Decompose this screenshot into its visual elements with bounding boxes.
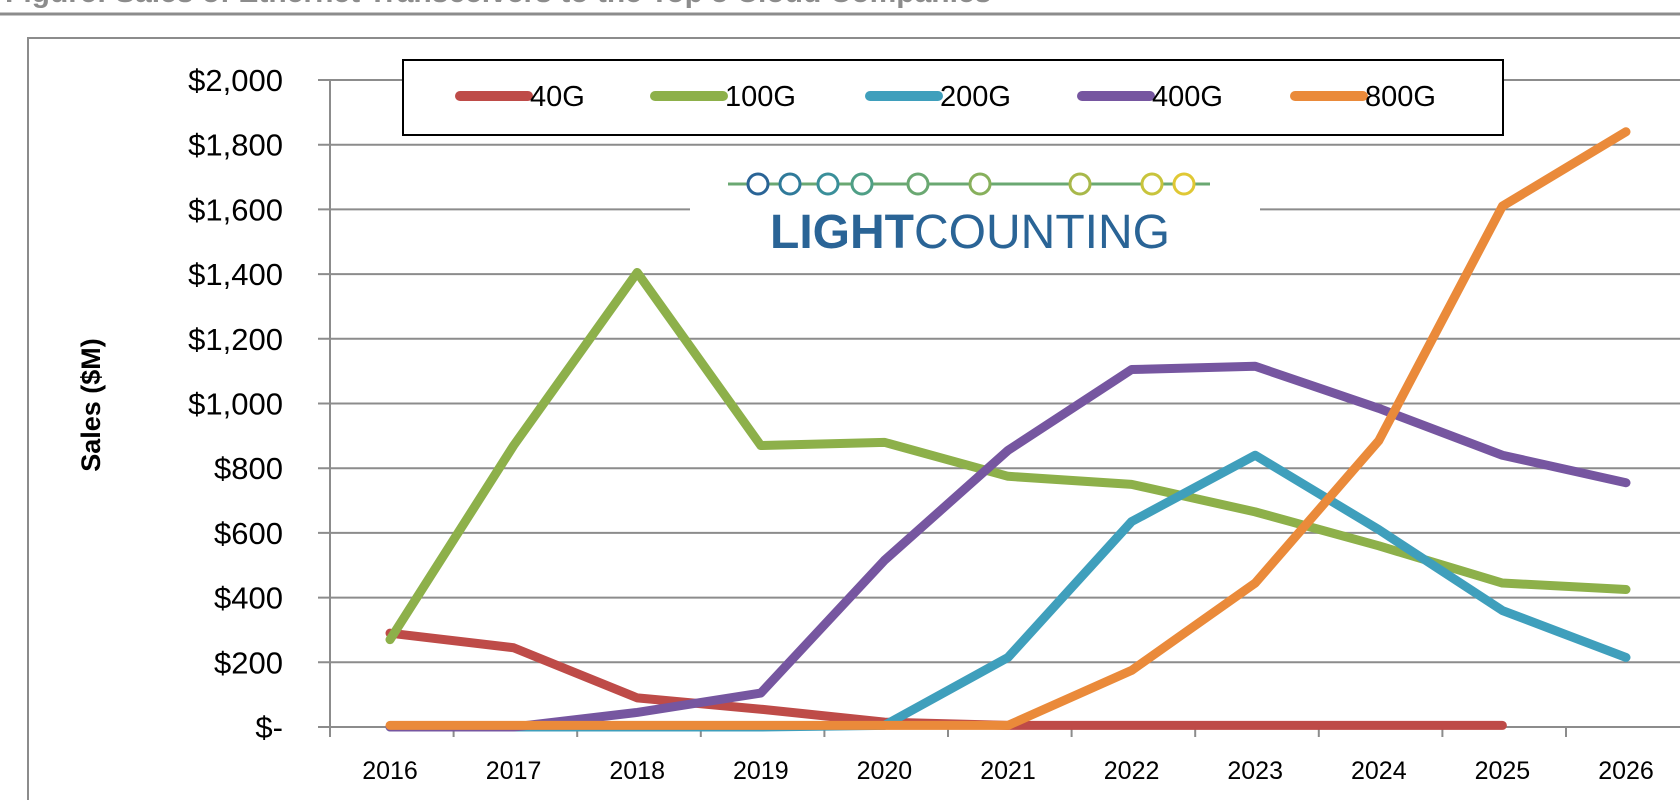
legend-item-200G: 200G xyxy=(865,81,1011,113)
y-axis-tick-labels: $- $200 $400 $600 $800 $1,000 $1,200 $1,400 $1,6… xyxy=(188,63,283,745)
x-tick-label: 2018 xyxy=(609,757,665,785)
series-lines xyxy=(385,127,1631,732)
lightcounting-logo: LIGHTCOUNTING xyxy=(690,168,1260,260)
logo-text: LIGHTCOUNTING xyxy=(770,206,1170,259)
y-tick-label: $800 xyxy=(214,451,283,486)
legend-label: 100G xyxy=(725,81,796,113)
x-tick-label: 2025 xyxy=(1475,757,1531,785)
y-axis-title: Sales ($M) xyxy=(76,338,106,472)
legend-item-100G: 100G xyxy=(650,81,796,113)
legend-item-400G: 400G xyxy=(1077,81,1223,113)
x-tick-label: 2023 xyxy=(1227,757,1283,785)
x-tick-label: 2026 xyxy=(1598,757,1654,785)
y-tick-label: $400 xyxy=(214,581,283,616)
x-tick-label: 2016 xyxy=(362,757,418,785)
y-tick-label: $1,800 xyxy=(188,128,283,163)
legend: 40G 100G 200G 400G 800G xyxy=(402,59,1504,136)
y-tick-label: $600 xyxy=(214,516,283,551)
y-tick-label: $1,200 xyxy=(188,322,283,357)
legend-label: 800G xyxy=(1365,81,1436,113)
logo-text-regular: COUNTING xyxy=(914,206,1170,259)
legend-items: 40G 100G 200G 400G 800G xyxy=(455,81,1436,113)
logo-dot xyxy=(1140,172,1164,196)
y-tick-label: $1,000 xyxy=(188,387,283,422)
logo-dot xyxy=(1172,172,1196,196)
logo-dot xyxy=(968,172,992,196)
legend-label: 40G xyxy=(530,81,585,113)
caption: Figure: Sales of Ethernet Transceivers t… xyxy=(5,0,991,9)
logo-dot xyxy=(778,172,802,196)
logo-dot xyxy=(816,172,840,196)
legend-label: 200G xyxy=(940,81,1011,113)
logo-dot xyxy=(906,172,930,196)
x-tick-label: 2019 xyxy=(733,757,789,785)
y-tick-label: $1,600 xyxy=(188,192,283,227)
x-tick-label: 2024 xyxy=(1351,757,1407,785)
x-axis-tick-labels: 2016 2017 2018 2019 2020 2021 2022 2023 2024 2025… xyxy=(362,757,1654,785)
y-tick-label: $200 xyxy=(214,645,283,680)
logo-dot xyxy=(746,172,770,196)
x-tick-label: 2020 xyxy=(857,757,913,785)
y-tick-label: $2,000 xyxy=(188,63,283,98)
legend-item-40G: 40G xyxy=(455,81,585,113)
logo-dots-icon xyxy=(728,172,1210,196)
logo-text-bold: LIGHT xyxy=(770,206,914,259)
legend-item-800G: 800G xyxy=(1290,81,1436,113)
x-tick-label: 2017 xyxy=(486,757,542,785)
logo-dot xyxy=(1068,172,1092,196)
legend-label: 400G xyxy=(1152,81,1223,113)
x-tick-label: 2021 xyxy=(980,757,1036,785)
y-tick-label: $1,400 xyxy=(188,257,283,292)
x-tick-label: 2022 xyxy=(1104,757,1160,785)
logo-dot xyxy=(850,172,874,196)
caption-text: Figure: Sales of Ethernet Transceivers t… xyxy=(5,0,991,9)
y-tick-label: $- xyxy=(255,710,283,745)
